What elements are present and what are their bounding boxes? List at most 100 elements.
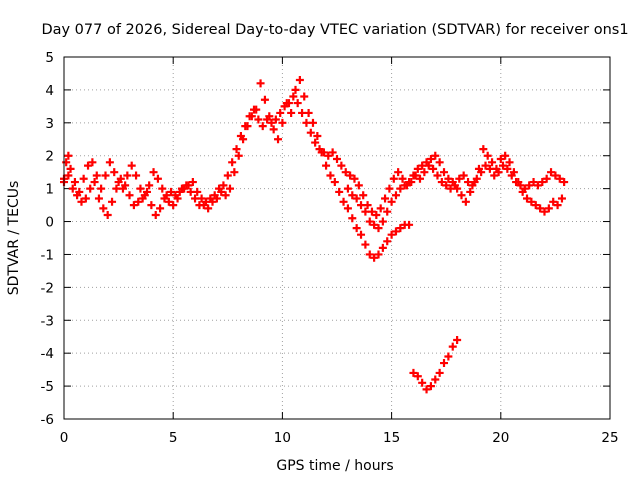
y-axis-label: SDTVAR / TECUs (6, 181, 22, 296)
data-point (68, 184, 77, 193)
data-point (391, 227, 400, 236)
y-tick-label: -6 (41, 412, 54, 428)
data-point (169, 201, 178, 210)
data-point (311, 138, 320, 147)
data-point (333, 155, 341, 164)
data-point (103, 210, 112, 219)
data-point (361, 207, 370, 216)
data-point (542, 174, 551, 183)
data-point (413, 372, 422, 381)
data-point (66, 164, 75, 173)
data-point (400, 181, 409, 190)
data-point (527, 197, 536, 206)
data-point (164, 197, 173, 206)
data-point (156, 204, 165, 213)
data-point (435, 368, 444, 377)
data-point (555, 174, 564, 183)
data-point (136, 184, 145, 193)
data-point (330, 178, 339, 187)
data-point (357, 230, 366, 239)
data-point (116, 174, 125, 183)
data-point (488, 158, 497, 167)
data-point (99, 204, 108, 213)
grid (64, 57, 610, 419)
x-tick-label: 15 (383, 430, 400, 446)
data-point (88, 158, 97, 167)
data-point (374, 224, 383, 233)
data-point (376, 204, 385, 213)
data-point (396, 184, 405, 193)
data-point (361, 240, 370, 249)
y-tick-label: 2 (45, 149, 54, 165)
data-point (121, 181, 130, 190)
data-point (431, 375, 440, 384)
chart-title: Day 077 of 2026, Sidereal Day-to-day VTE… (41, 22, 628, 38)
y-tick-label: 3 (45, 116, 54, 132)
data-point (219, 181, 228, 190)
data-point (396, 224, 405, 233)
data-point (490, 171, 499, 180)
data-point (509, 168, 518, 177)
y-tick-label: 5 (45, 50, 54, 66)
data-point (354, 181, 363, 190)
data-point (350, 174, 359, 183)
data-point (306, 128, 315, 137)
data-point (295, 76, 304, 85)
data-point (322, 161, 331, 170)
data-point (77, 197, 86, 206)
data-point (134, 197, 143, 206)
data-point (167, 187, 176, 196)
data-point (418, 378, 427, 387)
data-point (73, 191, 82, 200)
data-point (557, 194, 566, 203)
x-tick-label: 0 (60, 430, 69, 446)
data-point (239, 135, 248, 144)
x-axis-label: GPS time / hours (276, 458, 393, 474)
data-point (278, 118, 287, 127)
data-point (147, 201, 156, 210)
data-point (370, 253, 379, 262)
data-point (177, 184, 186, 193)
data-point (444, 174, 453, 183)
data-point (101, 171, 110, 180)
data-point (503, 164, 512, 173)
data-point (258, 122, 267, 131)
data-point (70, 178, 79, 187)
data-point (79, 174, 88, 183)
y-tick-label: 4 (45, 83, 54, 99)
data-point (186, 187, 195, 196)
data-point (440, 168, 449, 177)
data-point (387, 197, 396, 206)
data-point (453, 184, 462, 193)
data-point (247, 112, 256, 121)
data-point (105, 158, 114, 167)
data-point (413, 164, 422, 173)
data-point (282, 99, 291, 108)
data-series (60, 76, 569, 394)
data-point (339, 197, 348, 206)
data-point (540, 207, 549, 216)
data-point (271, 115, 280, 124)
data-point (158, 184, 167, 193)
plot-frame (63, 56, 611, 420)
data-point (352, 194, 361, 203)
data-point (560, 178, 569, 187)
data-point (505, 158, 514, 167)
data-point (234, 151, 243, 160)
x-tick-label: 10 (274, 430, 291, 446)
data-point (352, 224, 361, 233)
y-tick-label: 1 (45, 182, 54, 198)
data-point (343, 184, 352, 193)
data-point (129, 201, 138, 210)
data-point (267, 118, 276, 127)
data-point (132, 171, 141, 180)
data-point (461, 197, 470, 206)
data-point (422, 158, 431, 167)
data-point (228, 158, 237, 167)
data-point (123, 171, 132, 180)
data-point (357, 201, 366, 210)
data-point (173, 194, 182, 203)
data-point (269, 125, 278, 134)
x-tick-label: 20 (492, 430, 509, 446)
